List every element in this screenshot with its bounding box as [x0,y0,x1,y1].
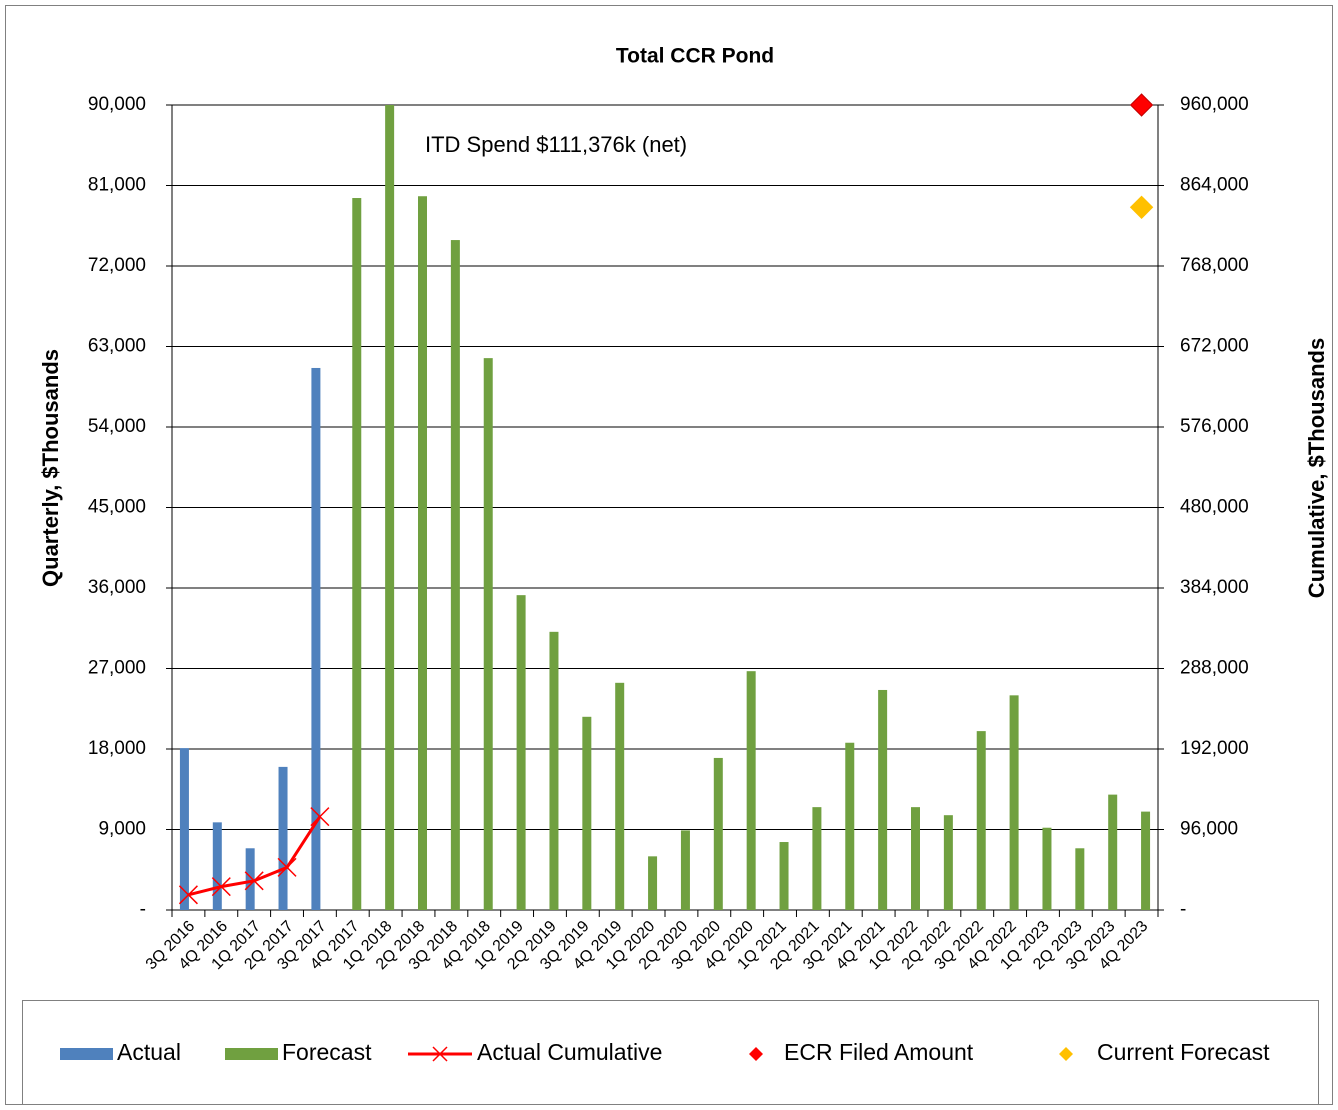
bar [516,595,526,910]
bar [1108,794,1118,910]
bar [1075,848,1085,910]
bar [878,689,888,910]
y2-tick-label: 960,000 [1180,94,1249,115]
bar [713,757,723,910]
legend-label: Actual [117,1039,181,1065]
legend-swatch [1059,1047,1073,1061]
bar [615,682,625,910]
bar [1009,695,1019,910]
y-tick-label: 54,000 [88,416,146,437]
bar [278,766,288,910]
bar [812,807,822,910]
annotation: ITD Spend $111,376k (net) [425,132,687,157]
y2-tick-label: 288,000 [1180,658,1249,679]
y-tick-label: 9,000 [98,819,146,840]
bar [179,748,189,910]
line-marker [178,885,198,905]
bar [911,807,920,910]
diamond-marker [1129,195,1154,220]
bar [746,671,756,910]
y2-tick-label: 672,000 [1180,336,1249,357]
y2-tick-label: 480,000 [1180,497,1249,518]
y-tick-label: 18,000 [88,738,146,759]
legend-swatch [432,1046,448,1062]
y-axis-title: Quarterly, $Thousands [38,349,63,587]
y2-tick-label: 864,000 [1180,175,1249,196]
legend-label: Forecast [282,1039,372,1065]
bar [450,240,460,911]
bar [385,105,395,910]
y-tick-label: 90,000 [88,94,146,115]
bar [1141,811,1151,910]
bar [779,842,789,910]
chart-border [5,5,1333,1105]
y-tick-label: 27,000 [88,658,146,679]
bar [943,815,953,910]
y-tick-label: 36,000 [88,577,146,598]
y2-tick-label: 576,000 [1180,416,1249,437]
line-marker [277,857,297,877]
line-marker [310,807,330,827]
y-tick-label: 72,000 [88,255,146,276]
bar [245,848,255,910]
bar [1042,827,1052,910]
y2-tick-label: 192,000 [1180,738,1249,759]
bar [976,731,986,910]
bar [549,631,559,910]
y2-tick-label: 384,000 [1180,577,1249,598]
y-tick-label: 45,000 [88,497,146,518]
line-marker [244,871,264,891]
y2-tick-label: 96,000 [1180,819,1238,840]
bar [352,198,362,910]
legend-swatch [60,1048,113,1060]
diamond-marker [1129,93,1154,117]
legend-label: Actual Cumulative [477,1039,662,1065]
y2-tick-label: - [1180,899,1186,920]
legend-label: ECR Filed Amount [784,1039,974,1065]
bar [212,822,222,910]
y-tick-label: - [140,899,146,920]
line-marker [211,877,231,897]
legend-label: Current Forecast [1097,1039,1270,1065]
y-tick-label: 63,000 [88,336,146,357]
bar [483,358,493,910]
bar [418,196,427,910]
legend-swatch [749,1047,763,1061]
bar [845,742,855,910]
bar [311,367,321,910]
y-tick-label: 81,000 [88,175,146,196]
bar [648,856,658,910]
y2-axis-title: Cumulative, $Thousands [1304,338,1329,598]
bar [680,830,690,910]
legend-swatch [225,1048,278,1060]
bar [582,716,592,910]
y2-tick-label: 768,000 [1180,255,1249,276]
chart-title: Total CCR Pond [616,45,774,68]
